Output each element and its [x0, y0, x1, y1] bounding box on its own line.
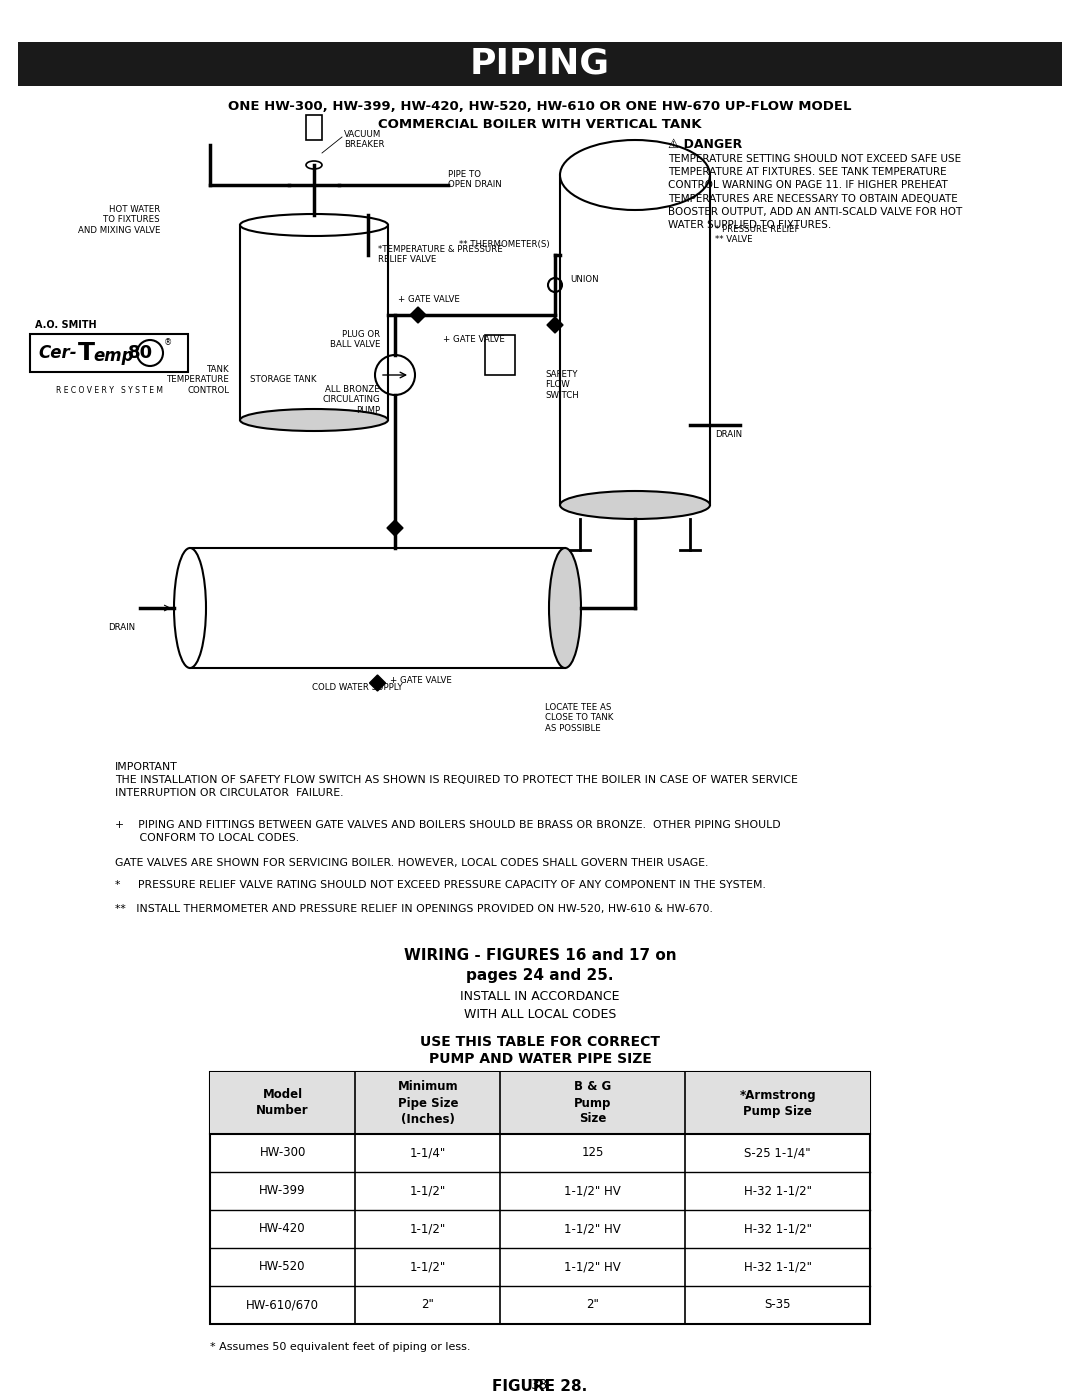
Text: ONE HW-300, HW-399, HW-420, HW-520, HW-610 OR ONE HW-670 UP-FLOW MODEL: ONE HW-300, HW-399, HW-420, HW-520, HW-6…	[228, 101, 852, 113]
Text: HW-300: HW-300	[259, 1147, 306, 1160]
Text: 1-1/2": 1-1/2"	[409, 1260, 446, 1274]
Ellipse shape	[240, 409, 388, 432]
Ellipse shape	[549, 548, 581, 668]
Text: *TEMPERATURE & PRESSURE
RELIEF VALVE: *TEMPERATURE & PRESSURE RELIEF VALVE	[378, 244, 503, 264]
Text: + GATE VALVE: + GATE VALVE	[390, 676, 451, 685]
Polygon shape	[410, 307, 426, 323]
Text: +    PIPING AND FITTINGS BETWEEN GATE VALVES AND BOILERS SHOULD BE BRASS OR BRON: + PIPING AND FITTINGS BETWEEN GATE VALVE…	[114, 820, 781, 844]
Text: **   INSTALL THERMOMETER AND PRESSURE RELIEF IN OPENINGS PROVIDED ON HW-520, HW-: ** INSTALL THERMOMETER AND PRESSURE RELI…	[114, 904, 713, 914]
Text: USE THIS TABLE FOR CORRECT: USE THIS TABLE FOR CORRECT	[420, 1035, 660, 1049]
Text: *Armstrong
Pump Size: *Armstrong Pump Size	[740, 1088, 815, 1118]
Text: + GATE VALVE: + GATE VALVE	[443, 335, 505, 344]
Text: INSTALL IN ACCORDANCE
WITH ALL LOCAL CODES: INSTALL IN ACCORDANCE WITH ALL LOCAL COD…	[460, 990, 620, 1021]
Text: B & G
Pump
Size: B & G Pump Size	[575, 1080, 611, 1126]
Text: 80: 80	[129, 344, 153, 362]
Text: 1-1/2": 1-1/2"	[409, 1185, 446, 1197]
Text: *     PRESSURE RELIEF VALVE RATING SHOULD NOT EXCEED PRESSURE CAPACITY OF ANY CO: * PRESSURE RELIEF VALVE RATING SHOULD NO…	[114, 880, 766, 890]
Text: PIPING: PIPING	[470, 47, 610, 81]
Text: R E C O V E R Y   S Y S T E M: R E C O V E R Y S Y S T E M	[55, 386, 162, 395]
Text: HOT WATER
TO FIXTURES
AND MIXING VALVE: HOT WATER TO FIXTURES AND MIXING VALVE	[78, 205, 160, 235]
Text: A.O. SMITH: A.O. SMITH	[35, 320, 96, 330]
Polygon shape	[387, 520, 403, 536]
Text: GATE VALVES ARE SHOWN FOR SERVICING BOILER. HOWEVER, LOCAL CODES SHALL GOVERN TH: GATE VALVES ARE SHOWN FOR SERVICING BOIL…	[114, 858, 708, 868]
Text: VACUUM
BREAKER: VACUUM BREAKER	[345, 130, 384, 149]
Ellipse shape	[561, 490, 710, 520]
Bar	[30, 334, 188, 372]
Bar	[306, 115, 322, 140]
Text: Model
Number: Model Number	[256, 1088, 309, 1118]
Text: 2": 2"	[586, 1298, 599, 1312]
Text: HW-420: HW-420	[259, 1222, 306, 1235]
Text: 1-1/2" HV: 1-1/2" HV	[565, 1222, 621, 1235]
Text: H-32 1-1/2": H-32 1-1/2"	[744, 1185, 811, 1197]
Ellipse shape	[240, 214, 388, 236]
Text: COLD WATER SUPPLY: COLD WATER SUPPLY	[312, 683, 403, 692]
Text: WIRING - FIGURES 16 and 17 on
pages 24 and 25.: WIRING - FIGURES 16 and 17 on pages 24 a…	[404, 949, 676, 983]
Text: S-35: S-35	[765, 1298, 791, 1312]
Text: FIGURE 28.: FIGURE 28.	[492, 1379, 588, 1394]
Text: 1-1/2": 1-1/2"	[409, 1222, 446, 1235]
Text: PIPE TO
OPEN DRAIN: PIPE TO OPEN DRAIN	[448, 170, 502, 190]
Text: S-25 1-1/4": S-25 1-1/4"	[744, 1147, 811, 1160]
Text: 33: 33	[531, 1377, 549, 1391]
Text: PUMP AND WATER PIPE SIZE: PUMP AND WATER PIPE SIZE	[429, 1052, 651, 1066]
Bar	[210, 1071, 870, 1324]
Text: + GATE VALVE: + GATE VALVE	[399, 295, 460, 305]
Ellipse shape	[174, 548, 206, 668]
Bar	[240, 225, 388, 420]
Bar	[485, 335, 515, 374]
Text: ®: ®	[164, 338, 172, 348]
Polygon shape	[369, 675, 386, 692]
Text: 1-1/4": 1-1/4"	[409, 1147, 446, 1160]
Text: 1-1/2" HV: 1-1/2" HV	[565, 1260, 621, 1274]
Text: H-32 1-1/2": H-32 1-1/2"	[744, 1260, 811, 1274]
Text: Minimum
Pipe Size
(Inches): Minimum Pipe Size (Inches)	[397, 1080, 458, 1126]
Text: H-32 1-1/2": H-32 1-1/2"	[744, 1222, 811, 1235]
Bar	[210, 1071, 870, 1134]
Text: ⚠ DANGER: ⚠ DANGER	[669, 138, 742, 151]
Text: 1-1/2" HV: 1-1/2" HV	[565, 1185, 621, 1197]
Text: 125: 125	[582, 1147, 604, 1160]
Bar	[18, 42, 1062, 87]
Text: ALL BRONZE
CIRCULATING
PUMP: ALL BRONZE CIRCULATING PUMP	[322, 386, 380, 415]
Polygon shape	[546, 317, 563, 332]
Text: TEMPERATURE SETTING SHOULD NOT EXCEED SAFE USE
TEMPERATURE AT FIXTURES. SEE TANK: TEMPERATURE SETTING SHOULD NOT EXCEED SA…	[669, 154, 962, 231]
Text: * PRESSURE RELIEF
** VALVE: * PRESSURE RELIEF ** VALVE	[715, 225, 799, 244]
Text: STORAGE TANK: STORAGE TANK	[249, 376, 316, 384]
Text: COMMERCIAL BOILER WITH VERTICAL TANK: COMMERCIAL BOILER WITH VERTICAL TANK	[378, 117, 702, 131]
Text: HW-610/670: HW-610/670	[246, 1298, 319, 1312]
Text: TANK
TEMPERATURE
CONTROL: TANK TEMPERATURE CONTROL	[167, 365, 230, 395]
Text: PLUG OR
BALL VALVE: PLUG OR BALL VALVE	[329, 330, 380, 349]
Text: * Assumes 50 equivalent feet of piping or less.: * Assumes 50 equivalent feet of piping o…	[210, 1343, 471, 1352]
Text: DRAIN: DRAIN	[108, 623, 135, 631]
Text: IMPORTANT
THE INSTALLATION OF SAFETY FLOW SWITCH AS SHOWN IS REQUIRED TO PROTECT: IMPORTANT THE INSTALLATION OF SAFETY FLO…	[114, 761, 798, 799]
Text: 2": 2"	[421, 1298, 434, 1312]
Text: HW-399: HW-399	[259, 1185, 306, 1197]
Ellipse shape	[306, 161, 322, 169]
Bar	[190, 548, 565, 668]
Text: ** THERMOMETER(S): ** THERMOMETER(S)	[459, 240, 550, 249]
Text: Cer-: Cer-	[38, 344, 77, 362]
Bar	[561, 175, 710, 504]
Text: HW-520: HW-520	[259, 1260, 306, 1274]
Text: DRAIN: DRAIN	[715, 430, 742, 439]
Text: T: T	[78, 341, 95, 365]
Text: emp: emp	[93, 346, 134, 365]
Text: LOCATE TEE AS
CLOSE TO TANK
AS POSSIBLE: LOCATE TEE AS CLOSE TO TANK AS POSSIBLE	[545, 703, 613, 733]
Ellipse shape	[561, 140, 710, 210]
Text: UNION: UNION	[570, 275, 598, 284]
Text: SAFETY
FLOW
SWITCH: SAFETY FLOW SWITCH	[545, 370, 579, 400]
